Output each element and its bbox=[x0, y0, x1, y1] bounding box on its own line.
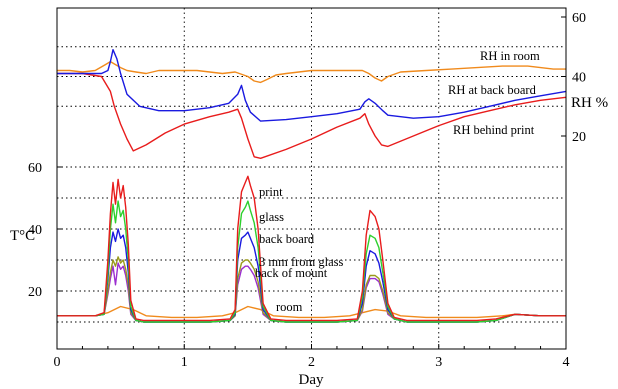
series-line-back-board bbox=[57, 228, 566, 323]
x-axis-title: Day bbox=[299, 372, 324, 388]
annotation-rh-at-back-board: RH at back board bbox=[448, 83, 537, 97]
tick-marks bbox=[56, 16, 567, 349]
y-axis-left-title: T°C bbox=[10, 228, 35, 244]
x-tick-label: 3 bbox=[435, 355, 442, 370]
x-tick-label: 1 bbox=[181, 355, 188, 370]
x-tick-label: 4 bbox=[563, 355, 570, 370]
y-temp-tick-label: 40 bbox=[28, 223, 42, 238]
series-line-rh-in-room bbox=[57, 60, 566, 84]
y-temp-tick-label: 20 bbox=[28, 285, 42, 300]
annotation-print: print bbox=[259, 185, 283, 199]
annotation-rh-in-room: RH in room bbox=[480, 49, 540, 63]
tick-labels: 0 1 2 3 4 20 40 60 20 40 60 bbox=[28, 11, 586, 370]
annotation-room: room bbox=[276, 300, 303, 314]
annotations: RH in room RH at back board RH behind prin… bbox=[255, 49, 540, 314]
annotation-3-mm-from-glass: 3 mm from glass bbox=[259, 255, 344, 269]
series-line-glass bbox=[57, 200, 566, 323]
annotation-back-board: back board bbox=[259, 232, 315, 246]
series-line-room bbox=[57, 305, 566, 319]
series-line-rh-behind-print bbox=[57, 72, 567, 160]
y-rh-tick-label: 20 bbox=[572, 130, 586, 145]
y-rh-tick-label: 40 bbox=[572, 71, 586, 86]
series-line-back-of-mount bbox=[57, 262, 566, 323]
x-tick-label: 2 bbox=[308, 355, 315, 370]
y-temp-tick-label: 60 bbox=[28, 161, 42, 176]
annotation-rh-behind-print: RH behind print bbox=[453, 123, 535, 137]
series-layer bbox=[57, 49, 567, 323]
series-line-3-mm-from-glass bbox=[57, 256, 566, 323]
x-tick-label: 0 bbox=[54, 355, 61, 370]
series-line-rh-at-back-board bbox=[57, 49, 567, 122]
annotation-glass: glass bbox=[259, 210, 284, 224]
y-rh-tick-label: 60 bbox=[572, 11, 586, 26]
annotation-back-of-mount: back of mount bbox=[255, 266, 328, 280]
y-axis-right-title: RH % bbox=[571, 95, 608, 111]
series-line-print bbox=[57, 175, 566, 322]
